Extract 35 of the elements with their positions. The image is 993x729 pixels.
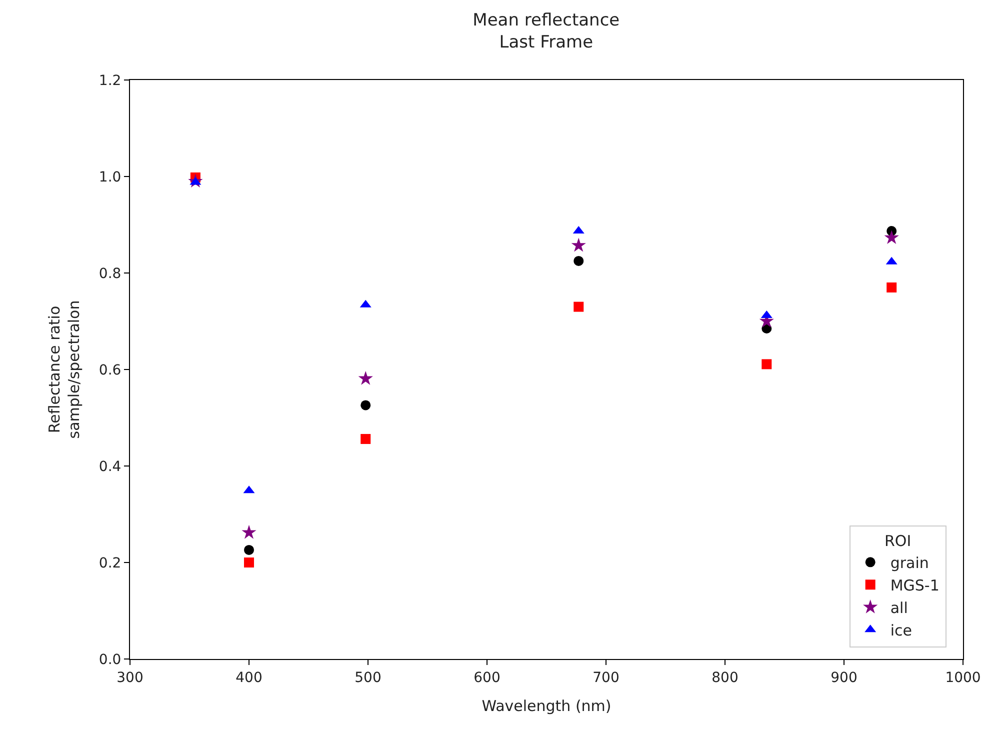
y-tick-label: 0.0 [98,652,122,668]
x-tick-label: 1000 [945,670,981,686]
point [244,544,254,555]
x-axis-title: Wavelength (nm) [482,696,612,715]
y-tick-label: 1.2 [98,72,122,89]
legend-label: grain [890,554,929,572]
x-tick-label: 800 [712,670,738,686]
legend-label: ice [890,622,912,640]
chart-title: Mean reflectance Last Frame [472,10,620,53]
point [242,524,256,539]
point [244,558,254,568]
point [571,238,586,252]
x-tick-label: 400 [236,670,262,686]
x-tick-label: 600 [474,670,500,686]
point [886,282,897,292]
point [762,359,772,370]
point [884,230,899,244]
point [360,400,371,410]
x-tick-label: 300 [116,670,144,686]
y-axis-title: Reflectance ratio sample/spectralon [46,300,84,439]
point [360,434,371,444]
y-tick-label: 1.0 [98,169,122,186]
legend-label: MGS-1 [890,576,940,595]
x-tick-label: 500 [354,670,382,686]
point [574,302,584,312]
legend-label: all [890,599,908,618]
x-tick-label: 900 [830,670,858,686]
y-tick-label: 0.2 [98,555,122,572]
y-tick-label: 0.6 [98,362,122,378]
x-tick-label: 700 [592,670,620,686]
point [358,370,373,385]
point [574,256,584,266]
legend-title: ROI [884,532,912,550]
y-tick-label: 0.8 [98,266,122,282]
y-tick-label: 0.4 [98,458,122,475]
